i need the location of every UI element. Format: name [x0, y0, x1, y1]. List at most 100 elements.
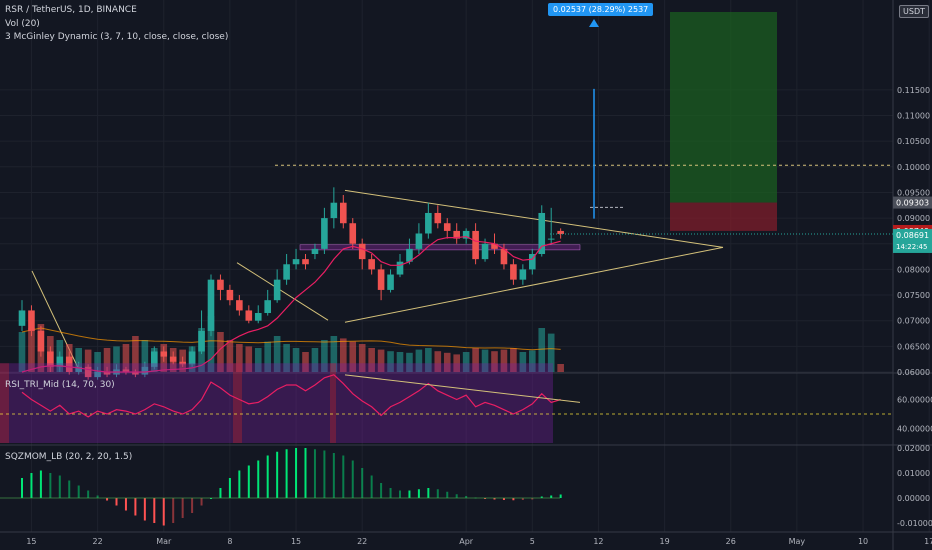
- candle: [481, 243, 489, 260]
- volume-bar: [472, 348, 479, 372]
- sqz-bar: [408, 490, 411, 498]
- candle: [434, 212, 442, 224]
- volume-legend: Vol (20): [5, 19, 40, 29]
- volume-ma: [21, 327, 561, 351]
- volume-bar: [358, 344, 366, 372]
- loss-zone: [670, 202, 777, 231]
- sqz-bar: [361, 468, 364, 498]
- candle: [188, 351, 196, 365]
- volume-bar: [396, 352, 404, 372]
- volume-bar: [273, 336, 281, 372]
- candle: [141, 366, 149, 375]
- sqz-bar: [313, 449, 316, 498]
- time-tick: 22: [357, 537, 367, 546]
- time-tick: 15: [26, 537, 36, 546]
- time-tick: 17: [924, 537, 932, 546]
- candle: [330, 202, 338, 219]
- sqz-bar: [295, 448, 298, 498]
- volume-bar: [415, 349, 423, 372]
- candle: [122, 369, 130, 372]
- sqz-bar: [77, 485, 80, 498]
- target-price-tag-bg: [893, 196, 932, 209]
- price-tick: 0.09000: [897, 214, 930, 223]
- candle: [65, 356, 73, 372]
- candle: [198, 330, 205, 352]
- candle: [387, 274, 394, 290]
- price-tick: 0.09500: [897, 188, 930, 197]
- sqz-bar: [427, 488, 430, 498]
- price-tick: 0.10000: [897, 163, 930, 172]
- candle: [160, 351, 168, 357]
- candle: [94, 372, 101, 378]
- sqz-bar: [559, 494, 562, 498]
- time-tick: 26: [726, 537, 736, 546]
- sqz-bar: [219, 488, 222, 498]
- measure-arrowhead: [589, 19, 599, 27]
- volume-bar: [462, 352, 470, 372]
- sqz-bar: [68, 480, 71, 498]
- sqz-tick: 0.01000: [897, 469, 930, 478]
- measure-label: 0.02537 (28.29%) 2537: [548, 3, 654, 16]
- sqz-bar: [342, 455, 345, 498]
- volume-bar: [443, 352, 451, 372]
- currency-badge[interactable]: USDT: [899, 5, 929, 18]
- candle: [56, 356, 64, 367]
- sqz-bar: [200, 498, 203, 506]
- sqz-bar: [446, 491, 449, 498]
- sqz-bar: [436, 489, 439, 498]
- sqz-bar: [370, 475, 373, 498]
- candle: [75, 366, 82, 372]
- candle: [443, 223, 451, 231]
- time-tick: May: [789, 537, 806, 546]
- volume-bar: [207, 316, 215, 372]
- sqz-bar: [304, 448, 307, 498]
- rsi-trend: [344, 374, 581, 403]
- price-tick: 0.10500: [897, 137, 930, 146]
- sqz-bar: [106, 498, 109, 501]
- sqz-bar: [417, 489, 420, 498]
- mcginley-legend: 3 McGinley Dynamic (3, 7, 10, close, clo…: [5, 32, 229, 42]
- volume-bar: [264, 341, 271, 372]
- candle: [151, 351, 158, 367]
- candle: [358, 243, 366, 260]
- rsi-overbought: [233, 363, 242, 443]
- sqz-bar: [58, 475, 61, 498]
- trend-line: [236, 262, 329, 321]
- volume-bar: [406, 352, 413, 372]
- sqz-bar: [124, 498, 127, 511]
- candle: [311, 248, 319, 255]
- rsi-band: [0, 363, 553, 443]
- price-tick: 0.08000: [897, 265, 930, 274]
- volume-bar: [538, 328, 546, 372]
- candle: [84, 366, 92, 378]
- sqz-bar: [172, 498, 175, 523]
- volume-bar: [340, 338, 347, 372]
- volume-bar: [491, 351, 498, 372]
- target-price-tag: 0.09303: [896, 199, 929, 208]
- rsi-overbought: [330, 363, 336, 443]
- time-tick: 10: [858, 537, 868, 546]
- sqz-bar: [191, 498, 194, 513]
- sqz-bar: [493, 498, 496, 500]
- candle: [245, 310, 253, 321]
- candle: [217, 279, 224, 290]
- volume-bar: [75, 348, 82, 372]
- volume-bar: [236, 344, 243, 372]
- sqz-bar: [39, 470, 42, 498]
- candle: [236, 300, 243, 311]
- time-tick: 22: [93, 537, 103, 546]
- sqz-bar: [134, 498, 137, 516]
- candle: [547, 238, 555, 240]
- price-tick: 0.11500: [897, 86, 930, 95]
- candle: [425, 212, 432, 234]
- candle: [264, 300, 271, 314]
- volume-bar: [500, 349, 508, 372]
- triangle-lower: [344, 246, 724, 323]
- candle: [453, 230, 460, 239]
- volume-bar: [292, 348, 300, 372]
- candle: [415, 233, 423, 249]
- rsi-overbought: [0, 363, 9, 443]
- candle: [340, 202, 347, 224]
- candle: [349, 223, 357, 244]
